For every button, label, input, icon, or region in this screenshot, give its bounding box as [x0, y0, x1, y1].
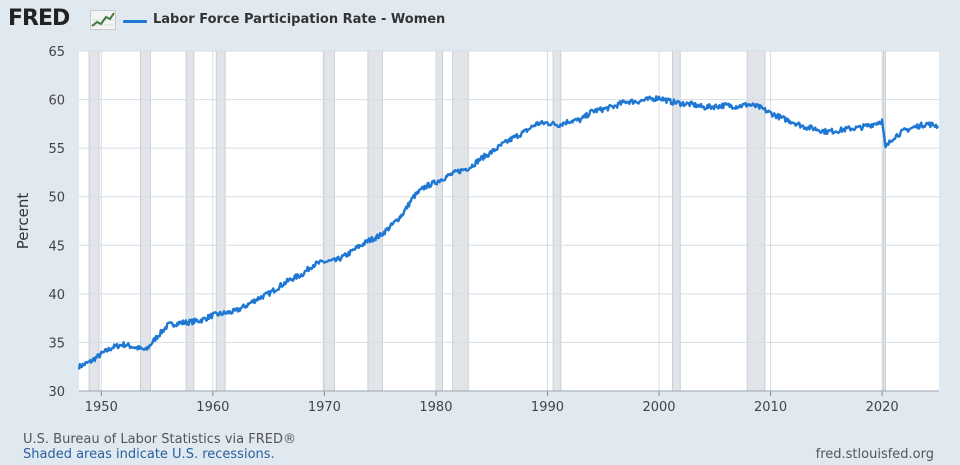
recession-band [88, 50, 100, 392]
x-tick-label: 1990 [531, 400, 564, 415]
fred-url[interactable]: fred.stlouisfed.org [815, 447, 934, 462]
x-tick-label: 1960 [196, 400, 229, 415]
y-tick-label: 35 [48, 336, 65, 351]
recession-band [746, 50, 766, 392]
y-tick-label: 40 [48, 288, 65, 303]
recession-band [435, 50, 444, 392]
plot-area: 30 35 40 45 50 55 60 65 1950 1960 1970 1980 1990 2000… [14, 45, 939, 415]
plot-background [79, 51, 939, 391]
recession-band [139, 50, 151, 392]
x-tick-label: 1950 [85, 400, 118, 415]
y-tick-label: 55 [48, 142, 65, 157]
series-line [77, 95, 939, 370]
recession-band [367, 50, 383, 392]
x-tick-label: 2020 [866, 400, 899, 415]
recession-band [882, 50, 886, 392]
x-tick-label: 2010 [754, 400, 787, 415]
recession-band [452, 50, 469, 392]
header: FRED Labor Force Participation Rate - Wo… [0, 0, 960, 40]
x-tick-label: 1980 [419, 400, 452, 415]
recession-note[interactable]: Shaded areas indicate U.S. recessions. [23, 447, 275, 462]
recession-band [185, 50, 195, 392]
x-tick-label: 2000 [642, 400, 675, 415]
fred-graph-icon [90, 10, 116, 30]
y-tick-label: 30 [48, 385, 65, 400]
source-note: U.S. Bureau of Labor Statistics via FRED… [23, 432, 296, 447]
recession-band [215, 50, 226, 392]
y-tick-label: 50 [48, 191, 65, 206]
y-tick-label: 60 [48, 94, 65, 109]
legend-label: Labor Force Participation Rate - Women [153, 12, 446, 27]
y-axis-label: Percent [14, 193, 32, 250]
legend-swatch [123, 20, 147, 23]
fred-wordmark: FRED [8, 6, 70, 31]
x-tick-label: 1970 [308, 400, 341, 415]
y-tick-label: 65 [48, 45, 65, 60]
recession-band [322, 50, 335, 392]
line-chart: 30 35 40 45 50 55 60 65 1950 1960 1970 1980 1990 2000… [14, 45, 939, 415]
y-tick-label: 45 [48, 239, 65, 254]
recession-band [552, 50, 562, 392]
